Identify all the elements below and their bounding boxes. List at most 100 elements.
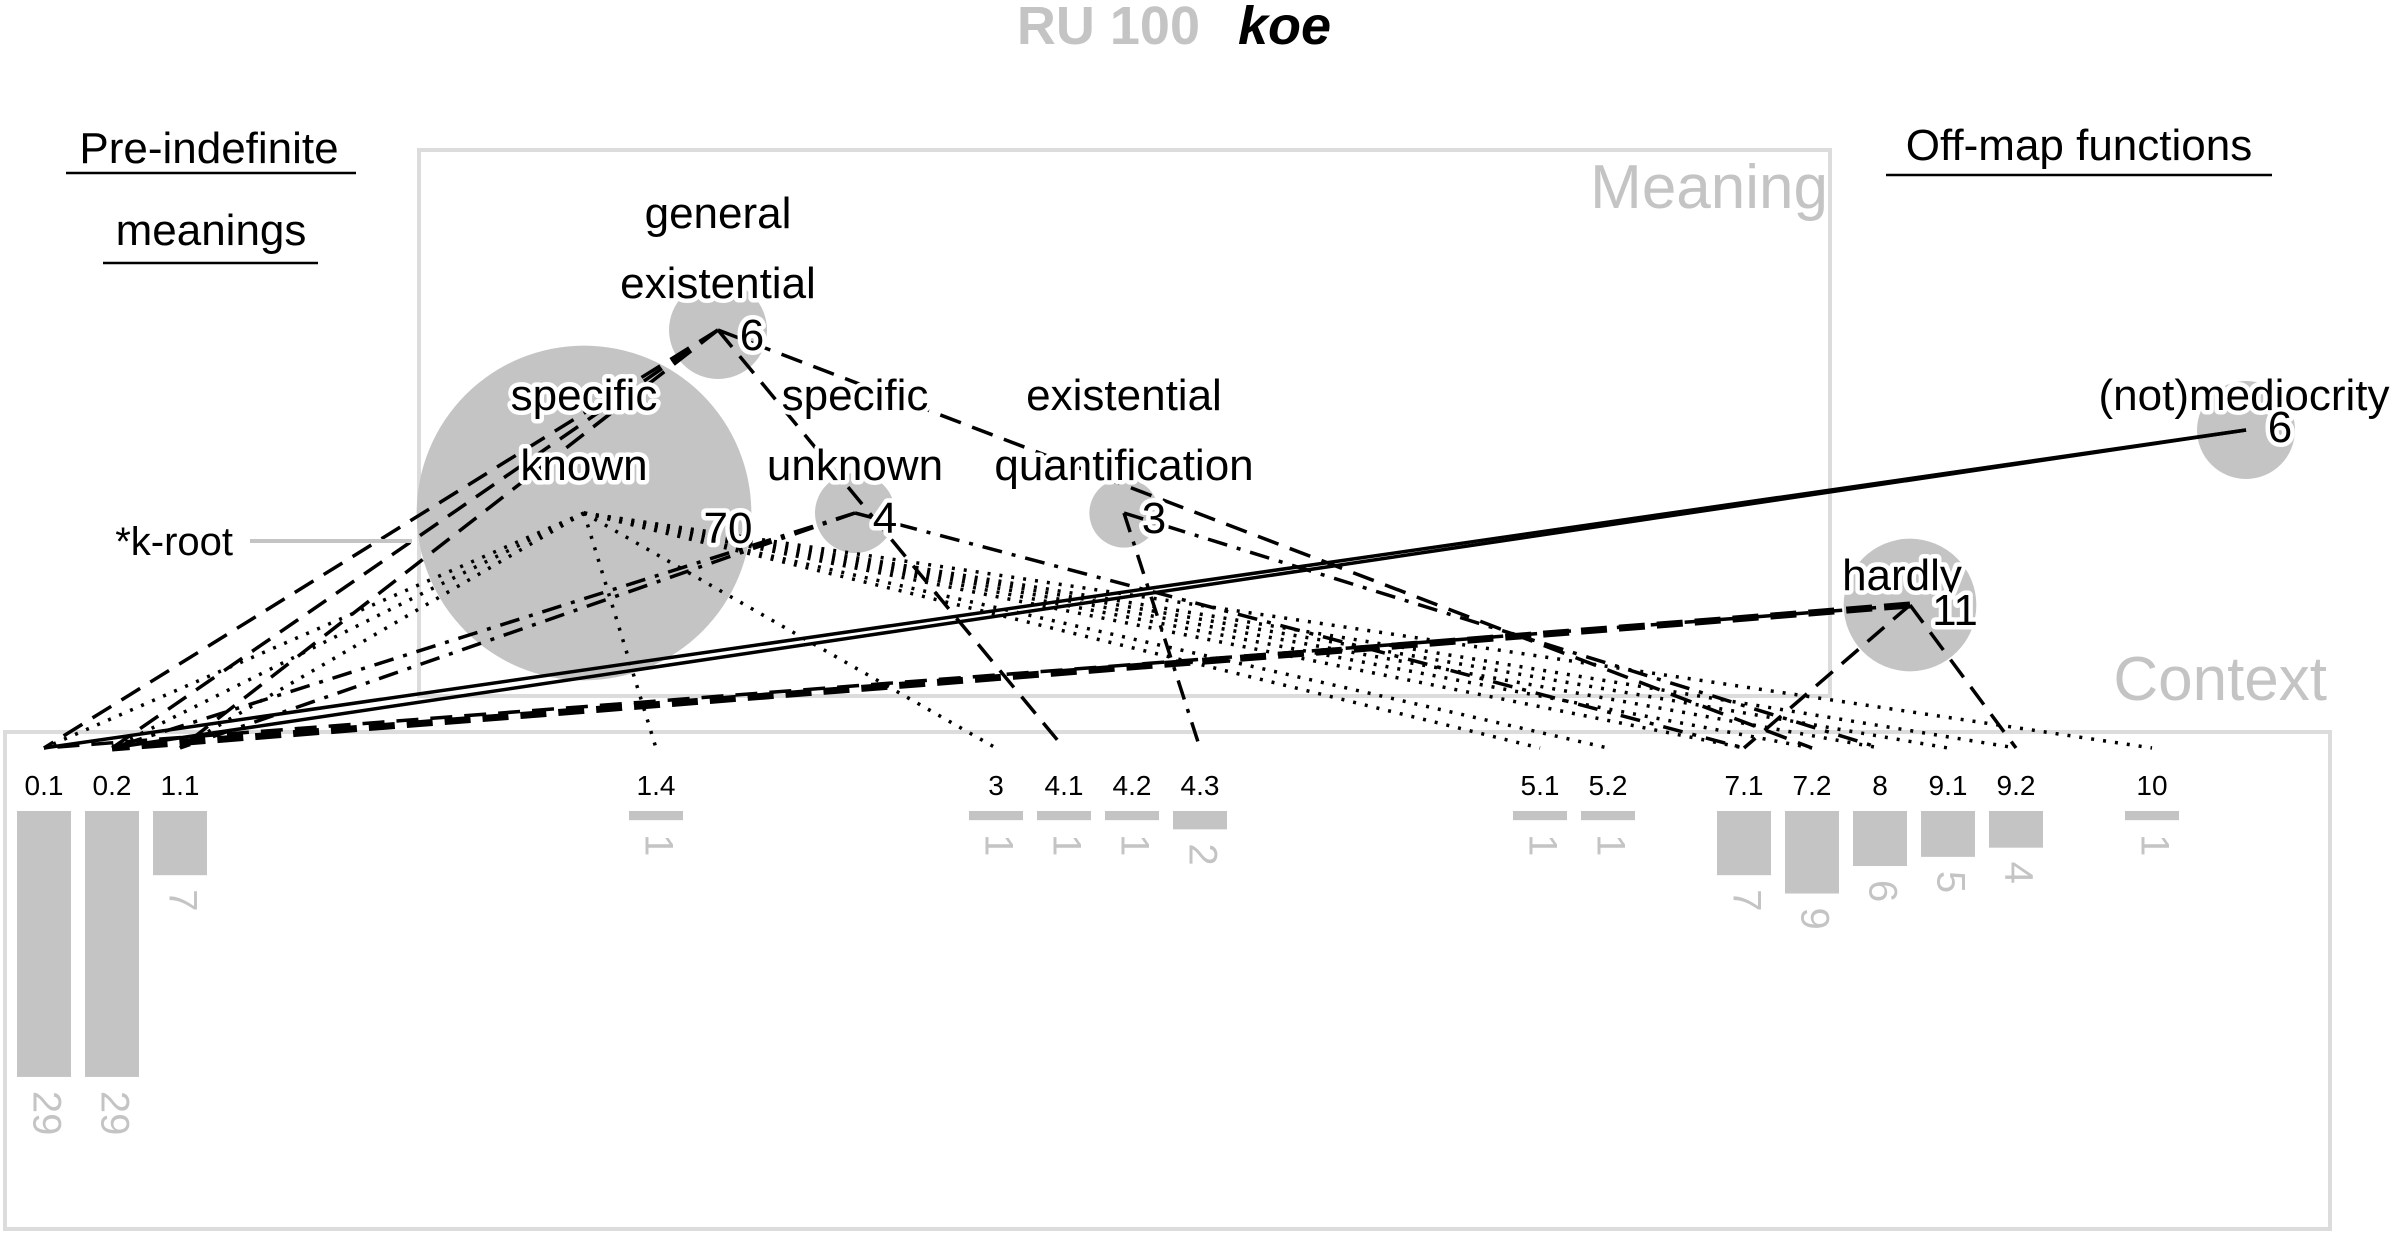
context-bar	[1717, 811, 1771, 876]
context-count: 1	[636, 834, 680, 856]
meaning-box-label: Meaning	[1590, 153, 1828, 222]
specific-unknown-label-line: specific	[782, 371, 929, 420]
context-count: 1	[1112, 834, 1156, 856]
link-general-existential-to-0-2	[111, 328, 719, 750]
context-4-2: 4.21	[1105, 770, 1159, 856]
context-bar	[629, 811, 683, 821]
context-10: 10 1	[2125, 770, 2179, 856]
context-count: 1	[1520, 834, 1564, 856]
context-count: 1	[2132, 834, 2176, 856]
meaning-bubbles	[416, 281, 2295, 681]
context-7-1: 7.17	[1717, 770, 1771, 911]
link-general-existential-to-7-2	[717, 328, 1813, 750]
context-bar	[17, 811, 71, 1077]
context-count: 6	[1860, 880, 1904, 902]
existential-quantification-label-line: quantification	[994, 441, 1253, 490]
link-specific-unknown-to-0-2	[111, 511, 856, 750]
context-label: 4.3	[1181, 770, 1220, 801]
context-bar	[2125, 811, 2179, 821]
title-word: koe	[1238, 0, 1331, 56]
not-mediocrity-label-line: (not)mediocrity	[2099, 371, 2390, 420]
context-count: 1	[1044, 834, 1088, 856]
hardly-count: 11	[1932, 586, 1978, 635]
off-map-heading: Off-map functions	[1886, 121, 2272, 177]
context-bar	[1513, 811, 1567, 821]
link-specific-unknown-to-7-1	[854, 511, 1745, 750]
context-bar	[1581, 811, 1635, 821]
context-bars: 0.1290.2291.171.41314.114.214.325.115.21…	[17, 770, 2179, 1135]
context-bar	[1173, 811, 1227, 830]
context-bar	[1921, 811, 1975, 857]
link-existential-quantification-to-8	[1123, 511, 1881, 750]
link-hardly-to-0-2	[111, 601, 1911, 752]
link-general-existential-to-4-1	[716, 328, 1066, 750]
context-bar	[1105, 811, 1159, 821]
context-bar	[969, 811, 1023, 821]
context-9-1: 9.15	[1921, 770, 1975, 893]
link-hardly-to-7-1	[1742, 603, 1912, 750]
specific-known-count: 70	[704, 504, 753, 553]
context-count: 1	[976, 834, 1020, 856]
context-label: 5.2	[1589, 770, 1628, 801]
existential-quantification-label-line: existential	[1026, 371, 1222, 420]
context-count: 29	[24, 1091, 68, 1136]
context-9-2: 9.24	[1989, 770, 2043, 884]
context-count: 7	[1724, 889, 1768, 911]
link-general-existential-to-1-1	[178, 328, 720, 750]
link-specific-known-to-7-2	[583, 511, 1813, 750]
context-count: 4	[1996, 862, 2040, 884]
general-existential-count: 6	[740, 311, 764, 360]
context-bar	[1785, 811, 1839, 894]
hardly-label-line: hardly	[1842, 551, 1962, 600]
specific-unknown-label-line: unknown	[767, 441, 943, 490]
context-count: 29	[92, 1091, 136, 1136]
link-hardly-to-9-2	[1908, 603, 2018, 750]
context-bar	[1853, 811, 1907, 867]
link-specific-unknown-to-1-1	[179, 511, 856, 750]
existential-quantification-count: 3	[1142, 494, 1166, 543]
link-specific-known-to-8	[583, 511, 1881, 750]
chart-title: RU 100 koe	[1017, 0, 1331, 56]
link-specific-known-to-9-1	[583, 511, 1949, 750]
context-label: 10	[2136, 770, 2167, 801]
pre-indefinite-heading: Pre-indefinite meanings	[66, 124, 356, 265]
specific-known-label-line: known	[520, 441, 647, 490]
context-label: 5.1	[1521, 770, 1560, 801]
link-not-mediocrity-to-0-2	[111, 428, 2247, 750]
not-mediocrity-count: 6	[2268, 403, 2292, 452]
context-label: 1.1	[161, 770, 200, 801]
link-general-existential-to-0-1	[43, 328, 719, 750]
context-8: 86	[1853, 770, 1907, 902]
context-label: 7.1	[1725, 770, 1764, 801]
link-specific-known-to-10	[583, 511, 2153, 750]
off-map-heading-text: Off-map functions	[1906, 121, 2252, 170]
context-5-1: 5.11	[1513, 770, 1567, 856]
specific-known-label-line: specific	[511, 371, 658, 420]
context-0-2: 0.2 29	[85, 770, 139, 1135]
context-7-2: 7.29	[1785, 770, 1839, 930]
context-count: 2	[1180, 843, 1224, 865]
root-label: *k-root	[115, 520, 233, 564]
context-bar	[85, 811, 139, 1077]
context-3: 31	[969, 770, 1023, 856]
context-label: 4.1	[1045, 770, 1084, 801]
context-5-2: 5.21	[1581, 770, 1635, 856]
context-label: 0.2	[93, 770, 132, 801]
context-label: 9.2	[1997, 770, 2036, 801]
context-count: 7	[160, 889, 204, 911]
pre-indefinite-heading-line-2: meanings	[116, 206, 307, 255]
context-bar	[1037, 811, 1091, 821]
context-label: 8	[1872, 770, 1888, 801]
context-label: 3	[988, 770, 1004, 801]
context-1-4: 1.41	[629, 770, 683, 856]
link-specific-known-to-9-2	[583, 511, 2017, 750]
general-existential-label-line: existential	[620, 259, 816, 308]
context-count: 5	[1928, 871, 1972, 893]
root-pointer: *k-root	[115, 520, 412, 564]
